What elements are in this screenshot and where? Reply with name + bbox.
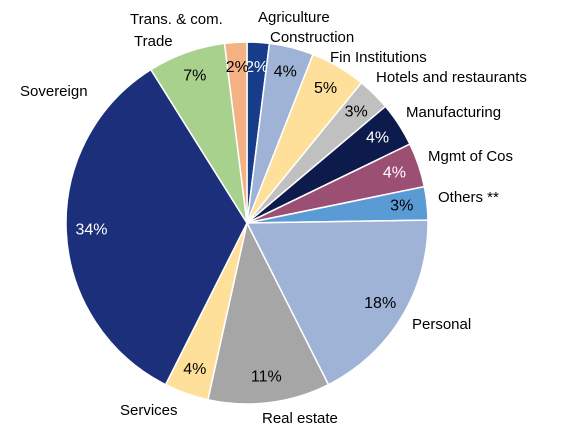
category-label: Trans. & com. <box>130 11 223 28</box>
value-label: 4% <box>183 361 206 378</box>
category-label: Construction <box>270 29 354 46</box>
category-label: Manufacturing <box>406 104 501 121</box>
pie-slice <box>245 219 429 386</box>
category-label: Services <box>120 402 178 419</box>
category-label: Mgmt of Cos <box>428 148 513 165</box>
category-label: Hotels and restaurants <box>376 69 527 86</box>
pie-slice <box>223 41 248 224</box>
pie-slice <box>207 220 330 405</box>
category-label: Agriculture <box>258 9 330 26</box>
value-label: 2% <box>245 59 268 76</box>
value-label: 3% <box>345 103 368 120</box>
category-label: Others ** <box>438 189 499 206</box>
value-label: 34% <box>75 221 107 238</box>
value-label: 4% <box>383 164 406 181</box>
value-label: 5% <box>314 80 337 97</box>
value-label: 18% <box>364 295 396 312</box>
category-label: Sovereign <box>20 83 88 100</box>
value-label: 4% <box>274 63 297 80</box>
value-label: 4% <box>366 130 389 147</box>
category-label: Real estate <box>262 410 338 426</box>
category-label: Trade <box>134 33 173 50</box>
value-label: 3% <box>390 197 413 214</box>
value-label: 2% <box>226 59 249 76</box>
category-label: Fin Institutions <box>330 49 427 66</box>
category-label: Personal <box>412 316 471 333</box>
pie-slice <box>65 68 248 386</box>
value-label: 7% <box>183 68 206 85</box>
value-label: 11% <box>251 369 282 386</box>
